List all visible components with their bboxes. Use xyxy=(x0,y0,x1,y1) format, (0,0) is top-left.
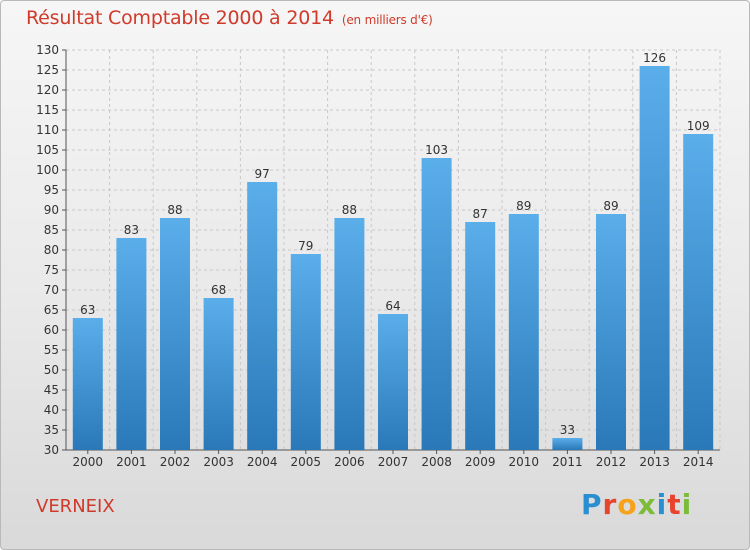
bar-2009 xyxy=(465,222,496,450)
x-tick-label: 2007 xyxy=(378,455,409,469)
bar-value-label: 109 xyxy=(687,119,710,133)
bar-value-label: 126 xyxy=(643,51,666,65)
bar-value-label: 63 xyxy=(80,303,95,317)
bar-value-label: 87 xyxy=(473,207,488,221)
bar-value-label: 97 xyxy=(255,167,270,181)
bar-2013 xyxy=(639,66,670,450)
y-tick-label: 30 xyxy=(44,443,59,457)
x-tick-label: 2013 xyxy=(639,455,670,469)
chart-title: Résultat Comptable 2000 à 2014 (en millie… xyxy=(26,7,433,29)
x-tick-label: 2006 xyxy=(334,455,365,469)
x-tick-label: 2009 xyxy=(465,455,496,469)
bar-value-label: 68 xyxy=(211,283,226,297)
logo-letter: r xyxy=(602,488,618,521)
x-tick-label: 2012 xyxy=(596,455,627,469)
chart-title-text: Résultat Comptable 2000 à 2014 xyxy=(26,7,334,29)
logo-letter: i xyxy=(656,488,668,521)
bar-value-label: 83 xyxy=(124,223,139,237)
x-tick-label: 2014 xyxy=(683,455,714,469)
bar-2014 xyxy=(683,134,714,450)
y-tick-label: 60 xyxy=(44,323,59,337)
bar-value-label: 88 xyxy=(342,203,357,217)
x-tick-label: 2011 xyxy=(552,455,583,469)
y-tick-label: 55 xyxy=(44,343,59,357)
bar-2003 xyxy=(203,298,234,450)
logo-letter: t xyxy=(667,488,682,521)
y-tick-label: 80 xyxy=(44,243,59,257)
y-tick-label: 70 xyxy=(44,283,59,297)
chart-unit: (en milliers d'€) xyxy=(341,13,433,27)
bar-2000 xyxy=(72,318,103,450)
logo-letter: o xyxy=(617,488,638,521)
bar-value-label: 89 xyxy=(603,199,618,213)
bar-2008 xyxy=(421,158,452,450)
bar-2004 xyxy=(247,182,278,450)
x-tick-label: 2008 xyxy=(421,455,452,469)
y-tick-label: 40 xyxy=(44,403,59,417)
x-tick-label: 2001 xyxy=(116,455,147,469)
bar-2005 xyxy=(290,254,321,450)
bar-2002 xyxy=(160,218,190,450)
location-label: VERNEIX xyxy=(36,496,115,517)
bar-value-label: 33 xyxy=(560,423,575,437)
logo-letter: x xyxy=(637,488,657,521)
y-tick-label: 50 xyxy=(44,363,59,377)
bars xyxy=(72,66,714,450)
y-tick-label: 65 xyxy=(44,303,59,317)
bar-2001 xyxy=(116,238,147,450)
logo-letter: i xyxy=(681,488,693,521)
bar-value-label: 103 xyxy=(425,143,448,157)
bar-2007 xyxy=(378,314,408,450)
x-tick-label: 2004 xyxy=(247,455,278,469)
bar-2012 xyxy=(596,214,626,450)
proxiti-logo: Proxiti xyxy=(581,488,692,521)
bar-2011 xyxy=(552,438,583,450)
labels: 63 2000 83 2001 88 2002 68 2003 97 2004 79 2005 88 20… xyxy=(73,51,714,469)
y-tick-label: 130 xyxy=(36,43,59,57)
bar-value-label: 89 xyxy=(516,199,531,213)
y-tick-label: 110 xyxy=(36,123,59,137)
bar-value-label: 79 xyxy=(298,239,313,253)
y-tick-label: 115 xyxy=(36,103,59,117)
y-tick-label: 120 xyxy=(36,83,59,97)
y-tick-label: 100 xyxy=(36,163,59,177)
logo-letter: P xyxy=(581,488,603,521)
y-tick-label: 90 xyxy=(44,203,59,217)
axes: 30 35 40 45 50 55 60 65 70 75 80 85 90 95 100 105 110 115… xyxy=(36,43,720,457)
y-tick-label: 85 xyxy=(44,223,59,237)
bar-2010 xyxy=(508,214,539,450)
x-tick-label: 2000 xyxy=(73,455,104,469)
x-tick-label: 2010 xyxy=(509,455,540,469)
y-tick-label: 45 xyxy=(44,383,59,397)
y-tick-label: 75 xyxy=(44,263,59,277)
bar-value-label: 64 xyxy=(385,299,400,313)
x-tick-label: 2005 xyxy=(291,455,322,469)
y-tick-label: 105 xyxy=(36,143,59,157)
x-tick-label: 2003 xyxy=(203,455,234,469)
y-tick-label: 125 xyxy=(36,63,59,77)
y-tick-label: 35 xyxy=(44,423,59,437)
y-tick-label: 95 xyxy=(44,183,59,197)
x-tick-label: 2002 xyxy=(160,455,191,469)
bar-value-label: 88 xyxy=(167,203,182,217)
bar-2006 xyxy=(334,218,365,450)
